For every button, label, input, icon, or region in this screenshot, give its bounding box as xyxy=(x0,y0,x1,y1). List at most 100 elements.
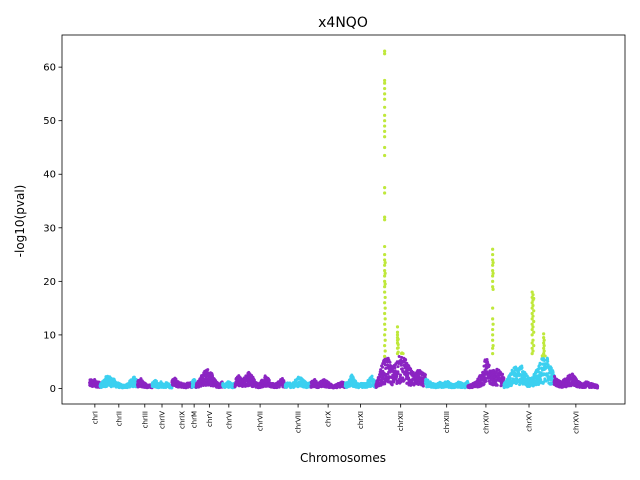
data-point xyxy=(388,360,392,364)
significant-point xyxy=(491,333,495,337)
x-tick-label: chrIV xyxy=(159,411,167,429)
significant-point xyxy=(383,186,387,190)
significant-point xyxy=(491,306,495,310)
significant-point xyxy=(491,322,495,326)
data-point xyxy=(267,378,271,382)
significant-point xyxy=(491,285,495,289)
data-point xyxy=(401,352,405,356)
x-tick-label: chrXIII xyxy=(443,411,451,433)
significant-point xyxy=(383,279,387,283)
x-tick-label: chrX xyxy=(325,411,333,427)
data-point xyxy=(396,365,400,369)
significant-point xyxy=(383,271,387,275)
data-point xyxy=(539,378,543,381)
significant-point xyxy=(532,309,536,313)
data-point xyxy=(406,374,410,378)
significant-point xyxy=(383,86,387,91)
data-point xyxy=(549,366,553,370)
significant-point xyxy=(383,113,387,117)
data-point xyxy=(397,354,401,358)
axes: 0 10 20 30 40 50 60 chrI chrII chrIII chrIV chrIX ch… xyxy=(43,34,626,434)
significant-point xyxy=(383,78,387,83)
significant-point xyxy=(491,247,495,251)
data-point xyxy=(520,366,524,370)
x-tick-label: chrVI xyxy=(225,411,233,429)
data-point xyxy=(596,384,600,388)
x-tick-label: chrI xyxy=(91,411,99,424)
data-point xyxy=(390,383,394,387)
significant-point xyxy=(383,97,387,101)
chromosome-points-chrXI xyxy=(343,373,378,390)
significant-point xyxy=(383,295,387,300)
significant-point xyxy=(383,327,387,332)
significant-point xyxy=(383,274,387,278)
data-point xyxy=(421,384,425,388)
data-point xyxy=(155,379,159,383)
x-tick-label: chrVIII xyxy=(295,411,303,433)
significant-point xyxy=(383,49,387,53)
significant-point xyxy=(530,352,534,356)
significant-point xyxy=(383,333,387,337)
data-point xyxy=(569,384,573,388)
x-tick-label: chrXI xyxy=(357,411,365,429)
significant-point xyxy=(491,274,495,278)
data-point xyxy=(541,354,545,358)
significant-point xyxy=(383,135,387,139)
significant-point xyxy=(491,352,495,356)
significant-point xyxy=(383,354,387,358)
x-tick-label: chrXIV xyxy=(482,411,490,434)
data-point xyxy=(399,363,403,367)
significant-point xyxy=(383,218,387,222)
significant-point xyxy=(542,346,546,350)
significant-point xyxy=(491,261,495,265)
significant-point xyxy=(383,119,387,123)
significant-point xyxy=(383,349,387,353)
significant-point xyxy=(395,330,400,334)
chromosome-points-chrXV xyxy=(502,354,556,390)
significant-point xyxy=(531,293,535,297)
data-point xyxy=(383,363,387,367)
significant-point xyxy=(542,352,546,356)
significant-point xyxy=(383,191,387,195)
data-point xyxy=(508,376,512,380)
significant-point xyxy=(542,349,546,353)
significant-point xyxy=(395,325,400,329)
significant-point xyxy=(532,330,536,334)
significant-point xyxy=(531,303,535,308)
significant-point xyxy=(491,287,495,291)
significant-point xyxy=(530,333,534,337)
significant-point xyxy=(491,338,495,342)
significant-point xyxy=(491,327,495,332)
significant-point xyxy=(383,263,387,267)
significant-point xyxy=(383,301,387,305)
data-point xyxy=(392,379,396,383)
significant-point xyxy=(531,349,535,353)
significant-point xyxy=(491,344,495,348)
significant-point xyxy=(532,296,536,301)
chromosome-points-chrV xyxy=(194,368,225,390)
significant-point xyxy=(383,311,387,316)
significant-point xyxy=(542,344,546,348)
significant-point xyxy=(383,282,387,286)
significant-point xyxy=(491,346,495,350)
x-tick-label: chrVII xyxy=(257,411,265,431)
data-point xyxy=(543,354,547,358)
significant-point xyxy=(383,124,387,128)
significant-point xyxy=(383,290,387,294)
significant-point xyxy=(542,335,546,340)
significant-point xyxy=(395,333,400,337)
y-tick-label: 20 xyxy=(43,277,56,288)
significant-point xyxy=(530,327,534,332)
significant-point xyxy=(396,342,400,347)
significant-point xyxy=(532,344,536,348)
data-point xyxy=(423,373,427,377)
significant-point xyxy=(383,252,387,257)
significant-point xyxy=(530,341,534,345)
significant-point xyxy=(491,263,495,267)
significant-point xyxy=(491,317,495,321)
chromosome-points-chrXIV xyxy=(466,358,506,390)
significant-point xyxy=(383,244,387,249)
significant-point xyxy=(396,337,400,341)
